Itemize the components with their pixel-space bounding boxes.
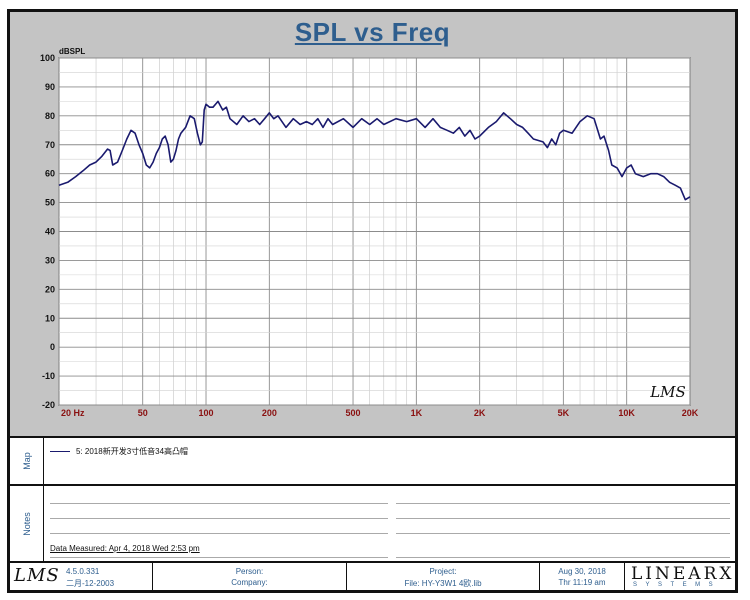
grid-layer [58,57,691,406]
note-line[interactable] [50,533,388,534]
linearx-subtitle: SYSTEMS [633,582,722,588]
report-frame: 100 90 80 70 60 50 40 30 20 10 0 -10 -20 20 Hz 50 100 20… [7,9,738,593]
y-tick-label: 10 [45,313,55,323]
x-tick-label: 50 [138,408,148,418]
y-tick-label: 70 [45,140,55,150]
x-tick-label: 10K [618,408,635,418]
note-line[interactable] [396,503,730,504]
x-tick-label: 100 [199,408,214,418]
note-line[interactable] [396,533,730,534]
person-label: Person: [235,567,264,576]
legend-swatch [50,451,70,452]
map-label: Map [21,452,32,470]
x-tick-label: 500 [346,408,361,418]
y-tick-label: 80 [45,111,55,121]
y-tick-label: 40 [45,227,55,237]
x-tick-label: 20 Hz [61,408,85,418]
map-panel: Map 5: 2018新开发3寸低音34高凸帽 [10,438,735,486]
plot-panel: 100 90 80 70 60 50 40 30 20 10 0 -10 -20 20 Hz 50 100 20… [10,12,735,438]
footer-person-cell: Person: Company: [153,563,347,593]
series-layer [58,100,691,201]
legend-entry[interactable]: 5: 2018新开发3寸低音34高凸帽 [50,446,188,457]
y-tick-label: 90 [45,82,55,92]
notes-label: Notes [21,511,32,536]
lms-logo: LMS [14,565,60,586]
y-axis-label: dBSPL [59,47,85,56]
lms-watermark: LMS [649,383,686,401]
y-tick-label: 30 [45,255,55,265]
x-tick-label: 20K [682,408,699,418]
build-date-text: 二月-12-2003 [66,579,115,588]
file-label: File: HY-Y3W1 4欧.lib [404,579,482,588]
note-line[interactable] [50,557,388,558]
x-tick-label: 200 [262,408,277,418]
note-line[interactable] [50,518,388,519]
note-line[interactable] [396,557,730,558]
note-line[interactable] [50,503,388,504]
chart-title: SPL vs Freq [294,17,451,47]
y-tick-label: 100 [40,53,55,63]
project-label: Project: [429,567,457,576]
data-measured-text: Data Measured: Apr 4, 2018 Wed 2:53 pm [50,544,200,553]
y-tick-label: 20 [45,284,55,294]
notes-side-label: Notes [10,486,44,561]
footer: LMS 4.5.0.331 二月-12-2003 Person: Company… [10,563,735,593]
company-label: Company: [231,578,268,587]
notes-panel: Notes Data Measured: Apr 4, 2018 Wed 2:5… [10,486,735,563]
legend-text: 5: 2018新开发3寸低音34高凸帽 [76,447,189,456]
y-tick-label: -10 [42,371,55,381]
y-tick-label: 50 [45,198,55,208]
x-tick-label: 2K [474,408,486,418]
y-tick-label: 0 [50,342,55,352]
y-tick-label: -20 [42,400,55,410]
note-line[interactable] [396,518,730,519]
footer-date-cell: Aug 30, 2018 Thr 11:19 am [540,563,625,593]
time-text: Thr 11:19 am [558,578,606,587]
series-line [58,100,691,201]
date-text: Aug 30, 2018 [558,567,606,576]
map-side-label: Map [10,438,44,484]
footer-project-cell: Project: File: HY-Y3W1 4欧.lib [347,563,540,593]
x-tick-label: 5K [558,408,570,418]
footer-brand-cell: LINEARX SYSTEMS [625,563,735,593]
footer-version-cell: LMS 4.5.0.331 二月-12-2003 [10,563,153,593]
version-text: 4.5.0.331 [66,567,100,576]
linearx-logo: LINEARX [631,564,735,584]
y-tick-label: 60 [45,169,55,179]
x-tick-label: 1K [411,408,423,418]
